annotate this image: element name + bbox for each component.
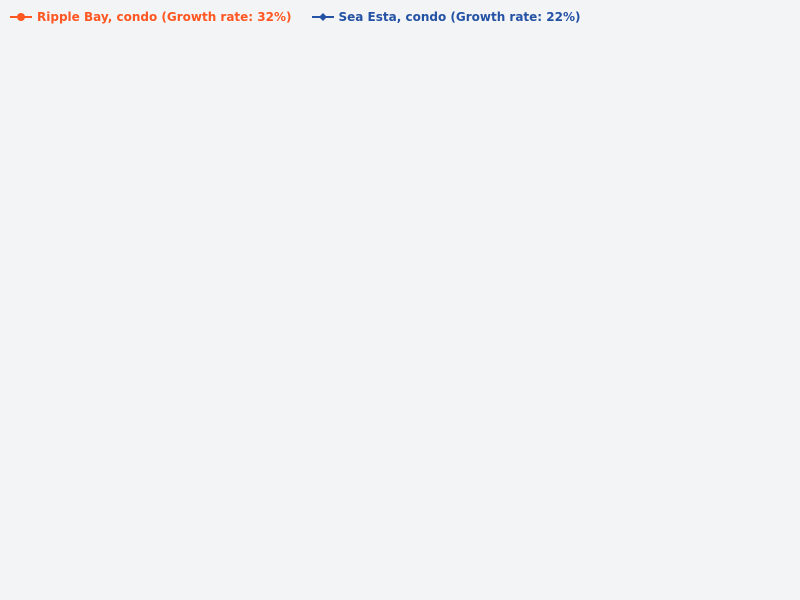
data-point (536, 205, 545, 214)
x-tick-label: Q3 2024 (611, 571, 658, 584)
data-point (772, 82, 782, 92)
legend-label: Ripple Bay, condo (Growth rate: 32%) (37, 10, 292, 24)
data-point (725, 128, 735, 138)
y-tick-label: $1,350 (7, 197, 46, 210)
y-tick-label: $1,300 (7, 248, 46, 261)
y-tick-label: $1,200 (7, 351, 46, 364)
x-tick-label: Q1 2025 (706, 571, 753, 584)
circle-marker-icon (10, 13, 32, 21)
data-point (630, 199, 640, 209)
y-tick-label: $1,500 (7, 44, 46, 57)
data-point (393, 150, 403, 160)
x-tick-label: Q1 2022 (138, 571, 185, 584)
data-point (204, 425, 213, 434)
data-point (583, 154, 593, 164)
data-point (299, 233, 309, 243)
data-point (394, 488, 403, 497)
data-point (62, 448, 72, 458)
y-tick-label: $1,150 (7, 402, 46, 415)
data-point (441, 201, 451, 211)
x-tick-label: Q3 2023 (422, 571, 469, 584)
data-point (109, 456, 119, 466)
data-point (110, 481, 119, 490)
x-tick-label: Q3 2021 (43, 571, 90, 584)
y-tick-label: $1,250 (7, 300, 46, 313)
legend-item-sea-esta[interactable]: Sea Esta, condo (Growth rate: 22%) (311, 10, 581, 24)
series-line-0 (66, 86, 778, 462)
data-point (583, 294, 592, 303)
legend-label: Sea Esta, condo (Growth rate: 22%) (338, 10, 581, 24)
y-tick-label: $1,400 (7, 146, 46, 159)
x-tick-label: Q1 2024 (517, 571, 564, 584)
data-point (157, 456, 166, 465)
y-tick-label: $1,100 (7, 453, 46, 466)
data-point (63, 482, 71, 491)
data-point (251, 359, 261, 369)
data-point (535, 119, 545, 129)
data-point (204, 391, 214, 401)
series-line-1 (66, 178, 778, 493)
data-point (346, 245, 356, 255)
data-point (346, 303, 355, 312)
x-tick-label: Q1 2023 (327, 571, 374, 584)
legend: Ripple Bay, condo (Growth rate: 32%) Sea… (10, 10, 581, 24)
y-tick-label: $1,000 (7, 555, 46, 568)
data-point (488, 296, 497, 305)
data-point (157, 337, 167, 347)
legend-item-ripple-bay[interactable]: Ripple Bay, condo (Growth rate: 32%) (10, 10, 292, 24)
data-point (299, 340, 308, 349)
data-point (725, 174, 734, 183)
diamond-marker-icon (311, 13, 334, 21)
data-point (772, 246, 781, 255)
data-point (441, 271, 450, 280)
x-tick-label: Q3 2022 (233, 571, 280, 584)
y-tick-label: $1,050 (7, 504, 46, 517)
y-tick-label: $1,450 (7, 95, 46, 108)
data-point (677, 138, 687, 148)
data-point (488, 162, 498, 172)
data-point (252, 367, 261, 376)
data-point (630, 248, 639, 257)
